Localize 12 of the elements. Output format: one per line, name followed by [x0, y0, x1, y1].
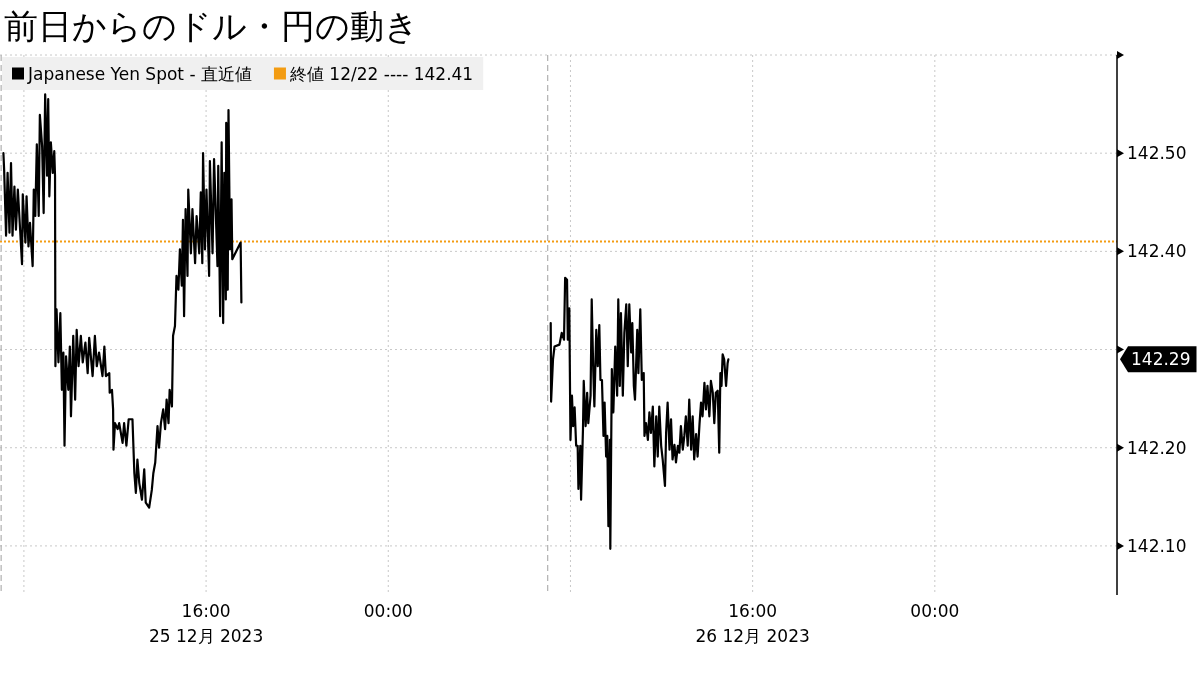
y-tick-label: 142.40: [1127, 241, 1187, 262]
y-tick-label: 142.20: [1127, 437, 1187, 458]
x-tick-label: 00:00: [363, 601, 413, 621]
y-tick-label: 142.50: [1127, 143, 1187, 164]
annotation: 142.29: [1120, 346, 1197, 373]
chart-title: 前日からのドル・円の動き: [4, 6, 419, 46]
x-tick-label: 16:00 25 12月 2023: [148, 601, 264, 646]
y-tick-label: 142.10: [1127, 535, 1187, 556]
legend-label: 終値 12/22 ---- 142.41: [288, 64, 474, 84]
x-tick-label: 00:00: [910, 601, 960, 621]
x-tick-label: 16:00 26 12月 2023: [695, 601, 810, 646]
legend-label: Japanese Yen Spot - 直近値: [27, 64, 252, 84]
